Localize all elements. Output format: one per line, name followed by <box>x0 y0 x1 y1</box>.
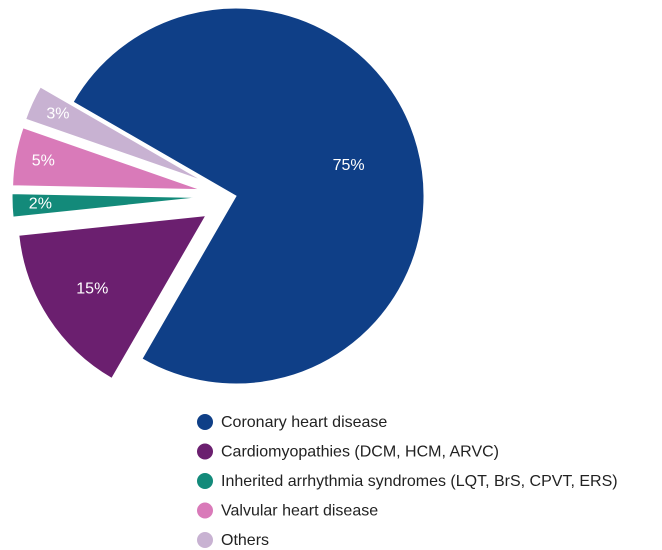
value-label: 2% <box>29 195 52 212</box>
pie: 75% 15% 2% 5% 3% <box>11 7 425 385</box>
legend-marker <box>197 502 213 519</box>
pie-slice <box>25 86 204 182</box>
legend-marker <box>197 473 213 489</box>
legend: Coronary heart disease Cardiomyopathies (… <box>197 414 618 549</box>
pie-slice <box>11 193 201 218</box>
legend-label: Valvular heart disease <box>221 503 378 520</box>
legend-label: Coronary heart disease <box>221 414 387 431</box>
legend-label: Cardiomyopathies (DCM, HCM, ARVC) <box>221 444 499 461</box>
value-label: 5% <box>32 153 55 170</box>
pie-slice <box>12 127 201 191</box>
pie-slice <box>72 7 425 385</box>
legend-marker <box>197 414 213 430</box>
legend-label: Inherited arrhythmia syndromes (LQT, BrS… <box>221 473 618 490</box>
value-label: 75% <box>333 157 365 174</box>
legend-marker <box>197 443 213 460</box>
legend-marker <box>197 532 213 548</box>
value-label: 3% <box>46 106 69 123</box>
value-label: 15% <box>76 281 108 298</box>
legend-label: Others <box>221 532 269 549</box>
pie-slice <box>18 215 207 380</box>
